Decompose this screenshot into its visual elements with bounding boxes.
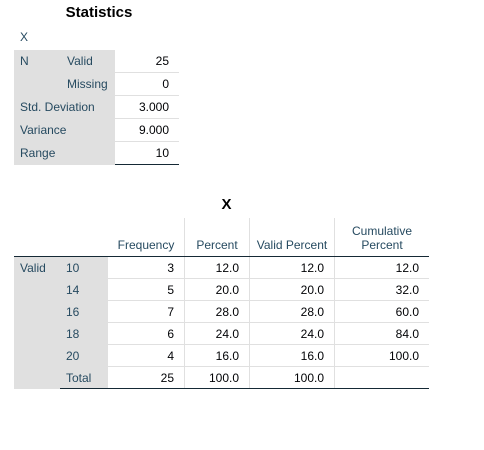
stats-value-variance: 9.000 xyxy=(115,118,179,142)
stats-group-n: N xyxy=(14,50,61,73)
frequency-table: Frequency Percent Valid Percent Cumulati… xyxy=(14,218,429,389)
stats-value-valid: 25 xyxy=(155,54,169,68)
cell-cumulative-percent: 84.0 xyxy=(334,322,429,345)
cell-valid-percent: 24.0 xyxy=(249,322,335,345)
statistics-title: Statistics xyxy=(65,4,133,21)
row-value: 14 xyxy=(60,278,108,301)
cell-valid-percent-total: 100.0 xyxy=(249,366,335,389)
cell-valid-percent: 20.0 xyxy=(249,278,335,301)
stats-row-n-missing: Missing 0 xyxy=(14,72,179,96)
cell-cumulative-percent: 12.0 xyxy=(334,256,429,279)
cell-cumulative-percent: 32.0 xyxy=(334,278,429,301)
cell-valid-percent: 16.0 xyxy=(249,344,335,367)
stats-label-range: Range xyxy=(14,141,115,165)
cell-cumulative-percent-total xyxy=(334,366,429,389)
table-row-total: Total 25 100.0 100.0 xyxy=(14,366,429,389)
stats-row-range: Range 10 xyxy=(14,141,179,165)
row-value: 20 xyxy=(60,344,108,367)
stats-value-std-deviation: 3.000 xyxy=(115,95,179,119)
row-value: 18 xyxy=(60,322,108,345)
header-blank-value xyxy=(60,218,108,257)
stats-label-missing: Missing xyxy=(61,72,115,96)
stats-row-n-valid: N Valid 25 xyxy=(14,50,179,73)
cell-frequency-total: 25 xyxy=(108,366,185,389)
stats-value-range: 10 xyxy=(115,141,179,165)
frequency-header-row: Frequency Percent Valid Percent Cumulati… xyxy=(14,218,429,257)
cell-frequency: 4 xyxy=(108,344,185,367)
table-row: 18 6 24.0 24.0 84.0 xyxy=(14,322,429,345)
stats-group-empty xyxy=(14,72,61,96)
stats-row-std-deviation: Std. Deviation 3.000 xyxy=(14,95,179,119)
cell-valid-percent: 28.0 xyxy=(249,300,335,323)
header-frequency: Frequency xyxy=(108,218,185,257)
stats-row-variance: Variance 9.000 xyxy=(14,118,179,142)
row-total-label: Total xyxy=(60,366,108,389)
table-row: 20 4 16.0 16.0 100.0 xyxy=(14,344,429,367)
cell-percent-total: 100.0 xyxy=(184,366,250,389)
cell-percent: 16.0 xyxy=(184,344,250,367)
cell-percent: 28.0 xyxy=(184,300,250,323)
cell-frequency: 7 xyxy=(108,300,185,323)
stats-label-variance: Variance xyxy=(14,118,115,142)
cell-cumulative-percent: 60.0 xyxy=(334,300,429,323)
cell-frequency: 5 xyxy=(108,278,185,301)
header-blank-group xyxy=(14,218,60,257)
cell-percent: 20.0 xyxy=(184,278,250,301)
cell-percent: 24.0 xyxy=(184,322,250,345)
cell-cumulative-percent: 100.0 xyxy=(334,344,429,367)
stats-label-valid: Valid xyxy=(61,50,115,73)
table-row: 16 7 28.0 28.0 60.0 xyxy=(14,300,429,323)
cell-percent: 12.0 xyxy=(184,256,250,279)
header-percent: Percent xyxy=(184,218,250,257)
frequency-title: X xyxy=(221,196,232,213)
statistics-variable-label: X xyxy=(20,30,29,44)
statistics-table: N Valid 25 Missing 0 Std. Deviation 3.00… xyxy=(14,50,179,165)
valid-group-label: Valid xyxy=(14,256,60,389)
row-value: 10 xyxy=(60,256,108,279)
table-row: 14 5 20.0 20.0 32.0 xyxy=(14,278,429,301)
header-cumulative-percent: Cumulative Percent xyxy=(334,218,429,257)
cell-frequency: 3 xyxy=(167,260,174,275)
stats-value-missing: 0 xyxy=(115,72,179,96)
table-row: Valid 10 3 12.0 12.0 12.0 xyxy=(14,256,429,389)
header-valid-percent: Valid Percent xyxy=(249,218,335,257)
stats-label-std-deviation: Std. Deviation xyxy=(14,95,115,119)
cell-frequency: 6 xyxy=(108,322,185,345)
cell-valid-percent: 12.0 xyxy=(249,256,335,279)
row-value: 16 xyxy=(60,300,108,323)
